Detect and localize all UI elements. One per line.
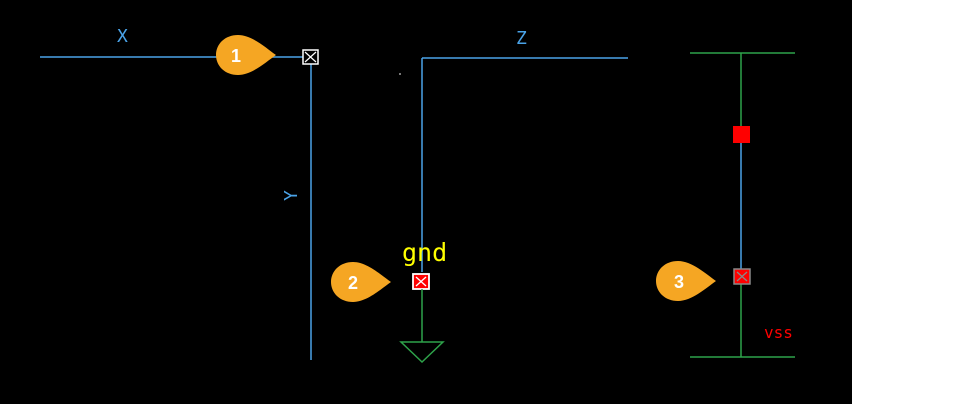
callout-1[interactable]: 1 <box>216 35 276 75</box>
schematic-svg: X Y Z gnd <box>40 26 795 364</box>
wire-z-label: Z <box>516 28 527 49</box>
red-square-marker[interactable] <box>733 126 750 143</box>
callout-2[interactable]: 2 <box>331 262 391 302</box>
gnd-net-label: gnd <box>402 238 447 267</box>
error-marker-vss[interactable] <box>733 268 751 285</box>
callout-1-number: 1 <box>231 46 241 66</box>
error-marker-gnd[interactable] <box>412 273 430 290</box>
vss-net-label: vss <box>764 323 793 342</box>
callout-3-number: 3 <box>674 272 684 292</box>
junction-marker-1[interactable] <box>302 49 319 65</box>
ground-symbol[interactable] <box>399 341 445 364</box>
callout-2-number: 2 <box>348 273 358 293</box>
wire-y-label: Y <box>281 190 302 201</box>
stray-dot <box>399 73 401 75</box>
wire-x-label: X <box>117 26 128 47</box>
schematic-canvas[interactable]: X Y Z gnd <box>0 0 852 404</box>
callout-3[interactable]: 3 <box>656 261 716 301</box>
